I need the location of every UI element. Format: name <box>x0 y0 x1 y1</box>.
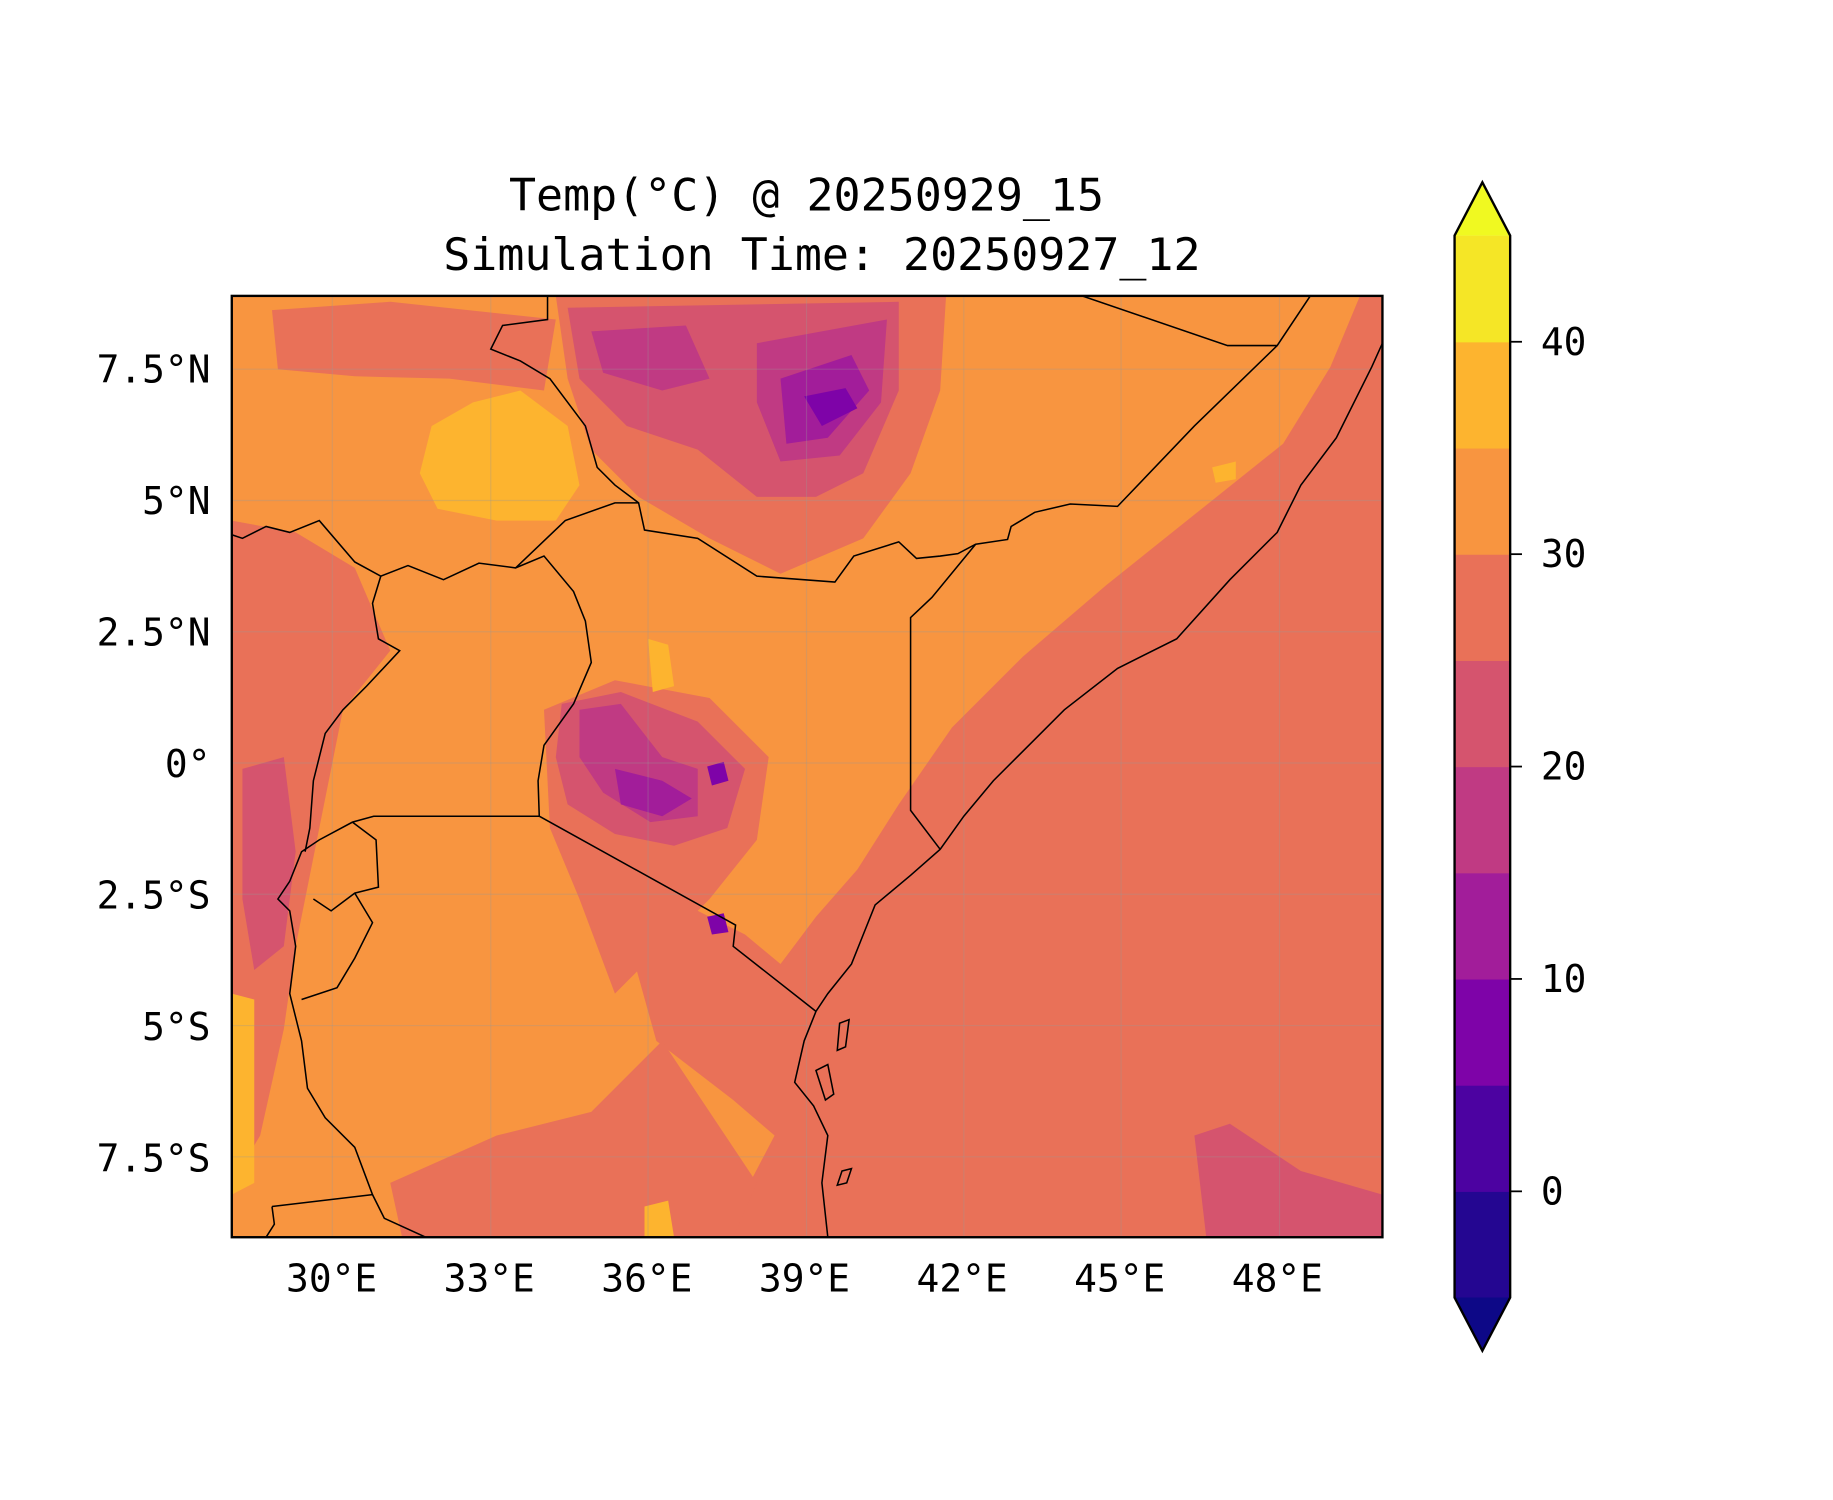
colorbar-outline <box>1453 179 1512 1354</box>
colorbar-extend-under <box>1454 1297 1511 1351</box>
island-zanzibar <box>815 1018 853 1187</box>
colorbar-band <box>1454 341 1511 449</box>
colorbar-tick-label: 0 <box>1541 1169 1564 1213</box>
colorbar-band <box>1454 766 1511 874</box>
field-25-30-west <box>231 520 391 1183</box>
chart-title-line2: Simulation Time: 20250927_12 <box>443 228 1200 281</box>
borders-coastlines <box>231 295 1383 1238</box>
gridlines <box>231 295 1383 1238</box>
chart-title-line1: Temp(°C) @ 20250929_15 <box>509 169 1104 222</box>
border-kenya-tanzania <box>538 815 817 1012</box>
colorbar-extend-over <box>1454 182 1511 236</box>
x-tick-label: 33°E <box>444 1257 535 1301</box>
x-tick-label: 48°E <box>1232 1257 1323 1301</box>
coastline <box>793 342 1383 1238</box>
y-tick-label: 0° <box>165 742 211 786</box>
colorbar-band <box>1454 660 1511 768</box>
border-lake-victoria-south <box>276 815 540 1238</box>
border-somalia-ethiopia <box>231 295 1311 583</box>
colorbar-band <box>1454 978 1511 1086</box>
y-tick-label: 2.5°S <box>97 873 211 917</box>
x-tick-label: 42°E <box>917 1257 1008 1301</box>
field-25-30-north <box>271 301 556 391</box>
colorbar-tick-label: 10 <box>1541 957 1587 1001</box>
border-rwanda-burundi <box>265 821 380 1238</box>
border-uganda-drc <box>304 575 401 852</box>
border-kenya-somalia <box>909 543 977 850</box>
field-20-25-west <box>242 757 296 970</box>
field-25-30-tanzania <box>390 1040 757 1238</box>
border-sudan-ethiopia <box>489 295 640 504</box>
colorbar-tick-label: 20 <box>1541 745 1587 789</box>
border-uganda-kenya <box>515 555 593 817</box>
y-tick-labels: 7.5°N 5°N 2.5°N 0° 2.5°S 5°S 7.5°S <box>97 348 211 1181</box>
colorbar-tick-label: 30 <box>1541 532 1587 576</box>
x-tick-label: 36°E <box>601 1257 692 1301</box>
field-30-35-land <box>231 295 1360 1238</box>
map-area <box>231 295 1383 1238</box>
colorbar-band <box>1454 872 1511 980</box>
y-tick-label: 7.5°N <box>97 348 211 392</box>
y-tick-label: 7.5°S <box>97 1136 211 1180</box>
colorbar-tick-label: 40 <box>1541 320 1587 364</box>
colorbar-band <box>1454 1191 1511 1299</box>
colorbar-band <box>1454 554 1511 661</box>
colorbar: 0 10 20 30 40 <box>1453 179 1587 1354</box>
colorbar-band <box>1454 447 1511 555</box>
x-tick-label: 30°E <box>286 1257 377 1301</box>
field-20-25-ocean <box>1194 1123 1383 1238</box>
colorbar-band <box>1454 235 1511 343</box>
x-tick-label: 39°E <box>759 1257 850 1301</box>
x-tick-label: 45°E <box>1074 1257 1165 1301</box>
x-tick-labels: 30°E 33°E 36°E 39°E 42°E 45°E 48°E <box>286 1257 1323 1301</box>
y-tick-label: 5°S <box>142 1005 210 1049</box>
y-tick-label: 5°N <box>142 479 210 523</box>
colorbar-band <box>1454 1085 1511 1192</box>
axes-frame <box>230 294 1384 1239</box>
field-35-40-north <box>419 390 580 521</box>
y-tick-label: 2.5°N <box>97 610 211 654</box>
